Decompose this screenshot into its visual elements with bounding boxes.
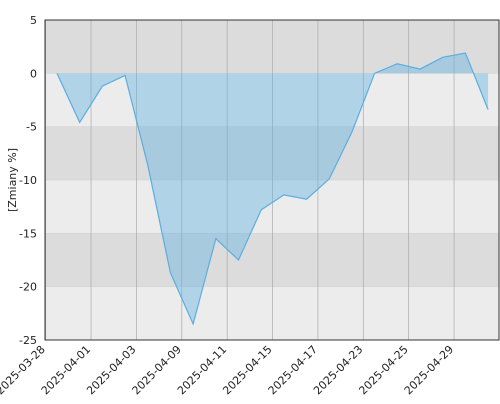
- y-tick-label: -20: [19, 281, 37, 294]
- band: [45, 180, 499, 234]
- band: [45, 233, 499, 287]
- plot-border: [44, 19, 500, 341]
- band: [45, 286, 499, 340]
- band: [45, 126, 499, 180]
- y-axis-label: [Zmiany %]: [6, 148, 19, 212]
- line: [56, 52, 489, 326]
- y-tick-label: -25: [19, 334, 37, 347]
- band: [45, 73, 499, 127]
- y-tick-label: -15: [19, 227, 37, 240]
- y-tick-label: -10: [19, 174, 37, 187]
- y-tick-label: 5: [30, 14, 37, 27]
- y-tick-label: -5: [26, 121, 37, 134]
- x-tick-label: 2025-04-29: [402, 343, 456, 397]
- band: [45, 20, 499, 74]
- area: [57, 53, 489, 325]
- y-tick-label: 0: [30, 67, 37, 80]
